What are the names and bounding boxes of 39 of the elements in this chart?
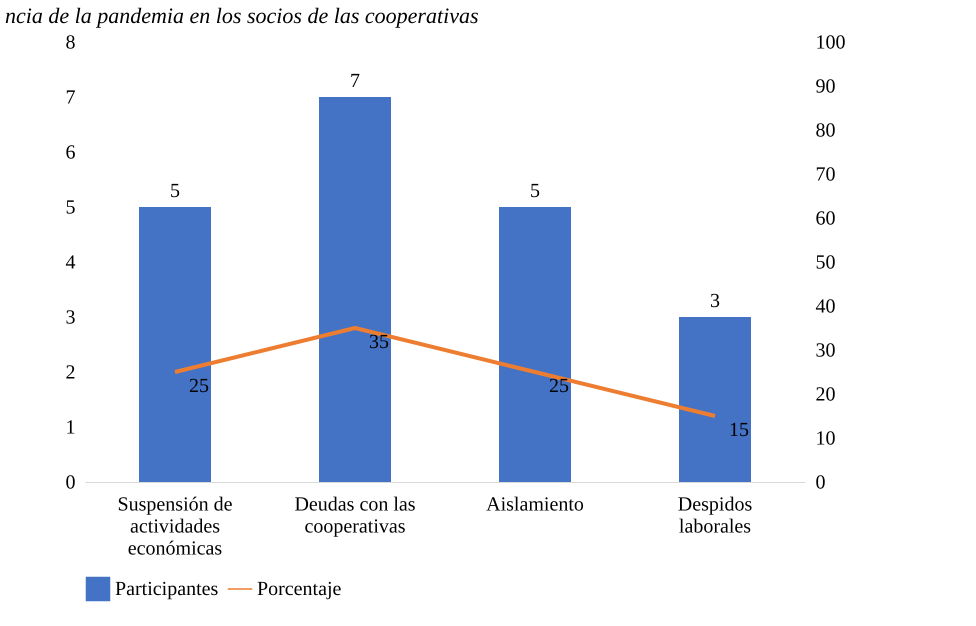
y-tick-label: 2 xyxy=(66,362,76,384)
bar xyxy=(499,207,571,482)
bar xyxy=(139,207,211,482)
bar xyxy=(679,317,751,482)
y2-tick-label: 90 xyxy=(816,76,836,98)
y-tick-label: 3 xyxy=(66,306,76,328)
y-tick-label: 4 xyxy=(66,252,76,274)
data-label: 3 xyxy=(710,290,720,312)
y2-tick-label: 70 xyxy=(816,164,836,186)
y2-tick-label: 20 xyxy=(816,384,836,406)
data-label: 15 xyxy=(729,419,749,441)
y-tick-label: 5 xyxy=(66,196,76,218)
data-label: 5 xyxy=(170,180,180,202)
y-tick-label: 7 xyxy=(66,86,76,108)
x-tick-label: Suspensión de actividades económicas xyxy=(118,494,233,560)
y2-tick-label: 100 xyxy=(816,32,846,54)
y2-tick-label: 10 xyxy=(816,428,836,450)
legend-label: Participantes xyxy=(115,578,219,600)
y-tick-label: 8 xyxy=(66,32,76,54)
y2-tick-label: 60 xyxy=(816,208,836,230)
y2-tick-label: 40 xyxy=(816,296,836,318)
x-tick-label: Aislamiento xyxy=(486,494,584,516)
y2-tick-label: 0 xyxy=(816,472,826,494)
x-tick-label: Despidos laborales xyxy=(678,494,752,538)
y-tick-label: 6 xyxy=(66,142,76,164)
chart-title: ncia de la pandemia en los socios de las cooperativas xyxy=(5,3,479,28)
legend-label: Porcentaje xyxy=(257,578,342,600)
data-label: 35 xyxy=(369,331,389,353)
x-tick-label: Deudas con las cooperativas xyxy=(294,494,416,538)
y-tick-label: 0 xyxy=(66,472,76,494)
data-label: 25 xyxy=(549,375,569,397)
y2-tick-label: 30 xyxy=(816,340,836,362)
y-tick-label: 1 xyxy=(66,416,76,438)
y2-tick-label: 80 xyxy=(816,120,836,142)
data-label: 25 xyxy=(189,375,209,397)
y2-tick-label: 50 xyxy=(816,252,836,274)
data-label: 7 xyxy=(350,70,360,92)
data-label: 5 xyxy=(530,180,540,202)
bar xyxy=(319,97,391,482)
